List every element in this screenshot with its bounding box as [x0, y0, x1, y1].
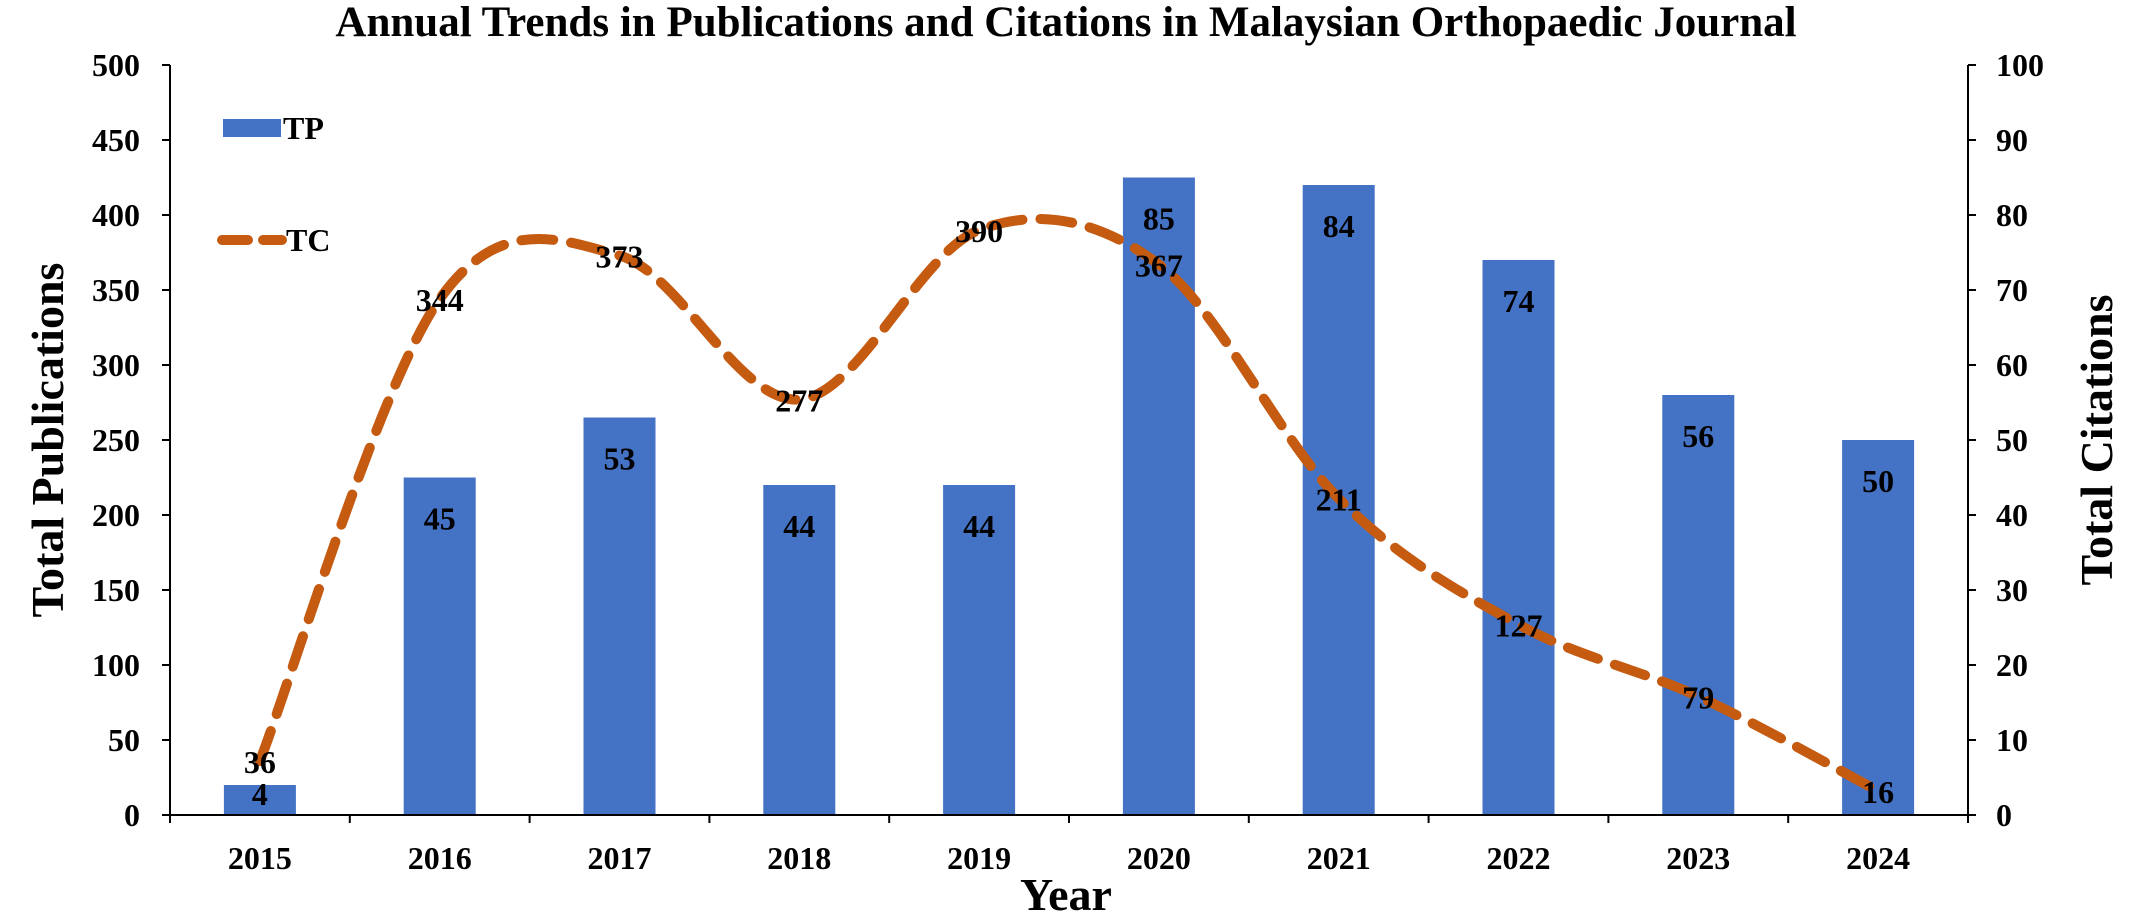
- bar-label-tp-2016: 45: [424, 501, 456, 537]
- bar-tp-2017: [583, 417, 656, 815]
- bar-label-tp-2024: 50: [1862, 463, 1894, 499]
- right-tick-label: 20: [1996, 647, 2028, 683]
- line-label-tc-2023: 79: [1682, 680, 1714, 716]
- left-tick-label: 200: [92, 497, 140, 533]
- left-axis-title: Total Publications: [22, 263, 73, 618]
- bar-label-tp-2017: 53: [604, 441, 636, 477]
- bar-tp-2022: [1482, 260, 1555, 815]
- right-tick-label: 70: [1996, 272, 2028, 308]
- right-tick-label: 80: [1996, 197, 2028, 233]
- line-tc: [254, 214, 1884, 796]
- left-tick-label: 450: [92, 122, 140, 158]
- line-label-tc-2020: 367: [1135, 248, 1183, 284]
- bar-label-tp-2018: 44: [783, 508, 815, 544]
- x-tick-label-2022: 2022: [1487, 840, 1551, 876]
- bar-label-tp-2015: 4: [252, 776, 268, 812]
- right-tick-label: 90: [1996, 122, 2028, 158]
- bar-tp-2024: [1842, 440, 1915, 815]
- bar-tp-2015: [223, 785, 296, 815]
- legend-swatch-tp: [223, 119, 281, 137]
- plot-area: 0501001502002503003504004505000102030405…: [92, 47, 2044, 876]
- right-tick-label: 60: [1996, 347, 2028, 383]
- left-tick-label: 300: [92, 347, 140, 383]
- line-label-tc-2018: 277: [775, 383, 823, 419]
- line-label-tc-2022: 127: [1495, 608, 1543, 644]
- bar-label-tp-2021: 84: [1323, 208, 1355, 244]
- right-tick-label: 50: [1996, 422, 2028, 458]
- x-axis-title: Year: [1020, 869, 1112, 920]
- bar-label-tp-2020: 85: [1143, 201, 1175, 237]
- right-tick-label: 30: [1996, 572, 2028, 608]
- right-tick-label: 10: [1996, 722, 2028, 758]
- right-tick-label: 0: [1996, 797, 2012, 833]
- left-tick-label: 50: [108, 722, 140, 758]
- x-tick-label-2021: 2021: [1307, 840, 1371, 876]
- legend: TP TC: [217, 110, 330, 258]
- legend-label-tc: TC: [286, 222, 330, 258]
- right-tick-label: 100: [1996, 47, 2044, 83]
- bar-label-tp-2019: 44: [963, 508, 995, 544]
- x-tick-label-2017: 2017: [588, 840, 652, 876]
- right-tick-label: 40: [1996, 497, 2028, 533]
- left-tick-label: 500: [92, 47, 140, 83]
- line-label-tc-2017: 373: [596, 239, 644, 275]
- left-tick-label: 150: [92, 572, 140, 608]
- left-tick-label: 100: [92, 647, 140, 683]
- chart-title: Annual Trends in Publications and Citati…: [335, 0, 1796, 46]
- left-tick-label: 0: [124, 797, 140, 833]
- bar-tp-2019: [943, 485, 1016, 815]
- right-axis-title: Total Citations: [2071, 295, 2122, 586]
- x-tick-label-2019: 2019: [947, 840, 1011, 876]
- x-tick-label-2015: 2015: [228, 840, 292, 876]
- x-tick-label-2023: 2023: [1666, 840, 1730, 876]
- bar-tp-2018: [763, 485, 836, 815]
- left-tick-label: 350: [92, 272, 140, 308]
- line-label-tc-2015: 36: [244, 744, 276, 780]
- bar-tp-2023: [1662, 395, 1735, 815]
- line-label-tc-2024: 16: [1862, 774, 1894, 810]
- bar-label-tp-2023: 56: [1682, 418, 1714, 454]
- x-tick-label-2020: 2020: [1127, 840, 1191, 876]
- line-label-tc-2021: 211: [1316, 482, 1362, 518]
- line-label-tc-2016: 344: [416, 282, 464, 318]
- x-tick-label-2016: 2016: [408, 840, 472, 876]
- bar-tp-2016: [403, 477, 476, 815]
- x-tick-label-2018: 2018: [767, 840, 831, 876]
- bar-label-tp-2022: 74: [1503, 283, 1535, 319]
- x-tick-label-2024: 2024: [1846, 840, 1910, 876]
- left-tick-label: 250: [92, 422, 140, 458]
- legend-label-tp: TP: [283, 110, 324, 146]
- left-tick-label: 400: [92, 197, 140, 233]
- line-label-tc-2019: 390: [955, 213, 1003, 249]
